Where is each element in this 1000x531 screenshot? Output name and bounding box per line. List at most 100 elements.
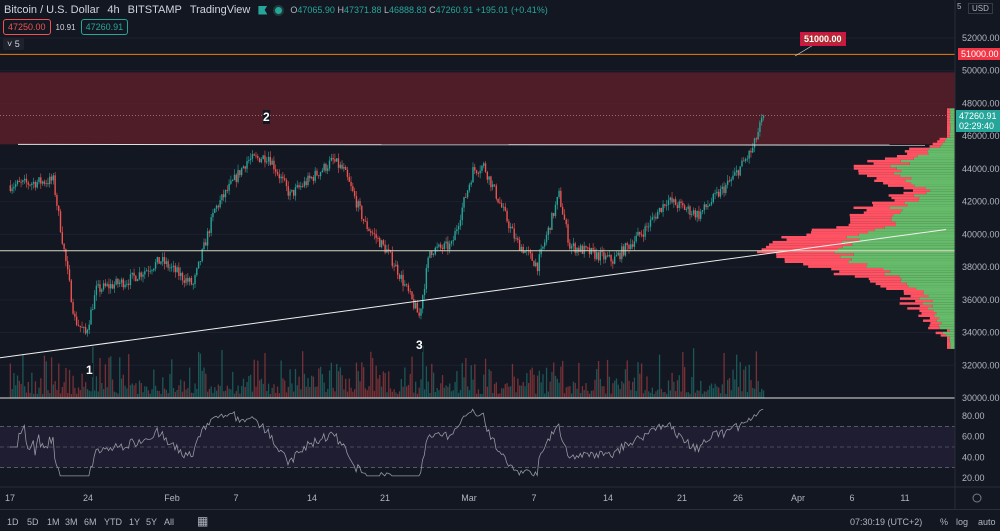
volume-profile-down [932,142,943,146]
range-ytd[interactable]: YTD [104,517,122,527]
candle-body [368,228,370,232]
volume-bar [65,367,67,398]
range-1y[interactable]: 1Y [129,517,141,527]
volume-bar [631,381,634,398]
candle-body [613,256,616,264]
candle-body [47,183,49,185]
volume-bar [13,373,15,398]
candle-body [215,205,218,209]
symbol-title[interactable]: Bitcoin / U.S. Dollar [4,4,100,16]
volume-bar [153,369,155,398]
volume-bar [728,378,731,398]
volume-bar [440,383,442,398]
range-5d[interactable]: 5D [27,517,39,527]
volume-bar [284,380,286,398]
candle-body [285,179,288,187]
volume-bar [160,393,162,398]
alert-callout[interactable]: 51000.00 [800,32,846,46]
candle-body [242,166,245,169]
candle-body [334,159,336,162]
settings-icon[interactable] [972,493,982,503]
range-3m[interactable]: 3M [65,517,78,527]
candle-body [266,161,268,163]
range-5y[interactable]: 5Y [146,517,158,527]
candle-body [585,245,587,248]
volume-bar [151,389,153,398]
candle-body [88,324,90,330]
candle-body [481,165,483,171]
volume-bar [599,378,602,398]
candle-body [93,295,96,310]
candle-body [662,204,664,212]
percent-toggle[interactable]: % [940,517,949,527]
indicators-toggle[interactable]: ˅ 5 [3,38,24,50]
volume-bar [436,387,438,398]
currency-select[interactable]: USD [968,3,993,14]
range-1d[interactable]: 1D [7,517,19,527]
range-6m[interactable]: 6M [84,517,97,527]
price-tick: 50000.00 [962,66,1000,76]
log-toggle[interactable]: log [956,517,969,527]
volume-profile-down [880,285,909,288]
buy-button[interactable]: 47260.91 [80,19,129,35]
candle-body [710,202,713,205]
clock[interactable]: 07:30:19 (UTC+2) [850,517,923,527]
candle-body [753,138,756,148]
candle-body [762,115,765,118]
volume-bar [337,371,340,398]
volume-profile-up [936,319,955,322]
volume-profile-down [947,344,951,347]
range-all[interactable]: All [164,517,175,527]
volume-profile-down [765,245,843,249]
time-tick: 14 [307,493,317,503]
price-tick: 42000.00 [962,197,1000,207]
volume-bar [429,392,431,398]
auto-toggle[interactable]: auto [978,517,996,527]
volume-bar [553,362,555,398]
candle-body [488,176,490,180]
volume-bar [138,380,141,398]
volume-bar [551,371,553,398]
volume-bar [267,383,270,398]
candle-body [20,181,22,183]
time-tick: Feb [164,493,180,503]
volume-bar [314,386,316,398]
volume-bar [58,363,60,398]
volume-bar [257,360,259,398]
volume-bar [497,393,499,398]
volume-bar [210,386,212,398]
rsi-tick: 40.00 [962,452,985,462]
volume-profile-up [949,339,955,342]
volume-bar [319,366,322,398]
candle-body [743,160,745,162]
symbol-header: Bitcoin / U.S. Dollar 4h BITSTAMP Tradin… [4,4,548,16]
volume-profile-up [867,231,955,234]
volume-bar [592,390,594,398]
candle-body [300,186,302,188]
volume-profile-up [848,260,955,263]
calendar-icon[interactable]: ▦ [197,514,209,528]
volume-bar [126,388,128,398]
candle-body [581,245,584,254]
candle-body [486,172,489,180]
volume-bar [450,391,453,398]
flag-icon[interactable] [258,5,268,15]
candle-body [416,302,419,313]
volume-bar [630,389,632,398]
candle-body [624,243,627,256]
candle-body [353,190,356,197]
volume-bar [110,356,112,398]
candle-body [74,313,76,317]
candle-body [569,242,571,249]
volume-profile-down [928,326,940,330]
volume-bar [198,351,200,398]
last-price-label: 47260.91 02:29:40 [956,110,1000,132]
sell-button[interactable]: 47250.00 [3,19,51,35]
volume-profile-down [853,164,891,168]
volume-profile-down [811,231,868,234]
source: TradingView [189,4,251,16]
range-1m[interactable]: 1M [47,517,60,527]
interval[interactable]: 4h [107,4,120,16]
volume-bar [171,359,173,398]
